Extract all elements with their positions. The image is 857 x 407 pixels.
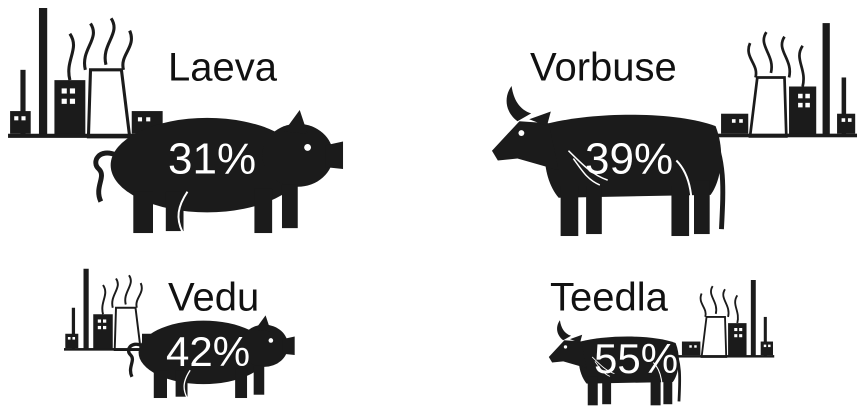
factory-icon (8, 8, 173, 138)
factory-icon (712, 23, 857, 137)
value-label: 42% (166, 328, 250, 375)
category-label: Vorbuse (530, 46, 677, 90)
infographic: Laeva 31% Vorbuse 39% Vedu 42% Teedla 55… (0, 0, 857, 407)
value-label: 39% (585, 135, 673, 184)
category-label: Teedla (550, 276, 669, 320)
value-label: 31% (168, 135, 256, 184)
category-label: Vedu (168, 276, 259, 320)
value-label: 55% (594, 335, 678, 382)
factory-icon (676, 280, 774, 358)
category-label: Laeva (168, 46, 278, 90)
